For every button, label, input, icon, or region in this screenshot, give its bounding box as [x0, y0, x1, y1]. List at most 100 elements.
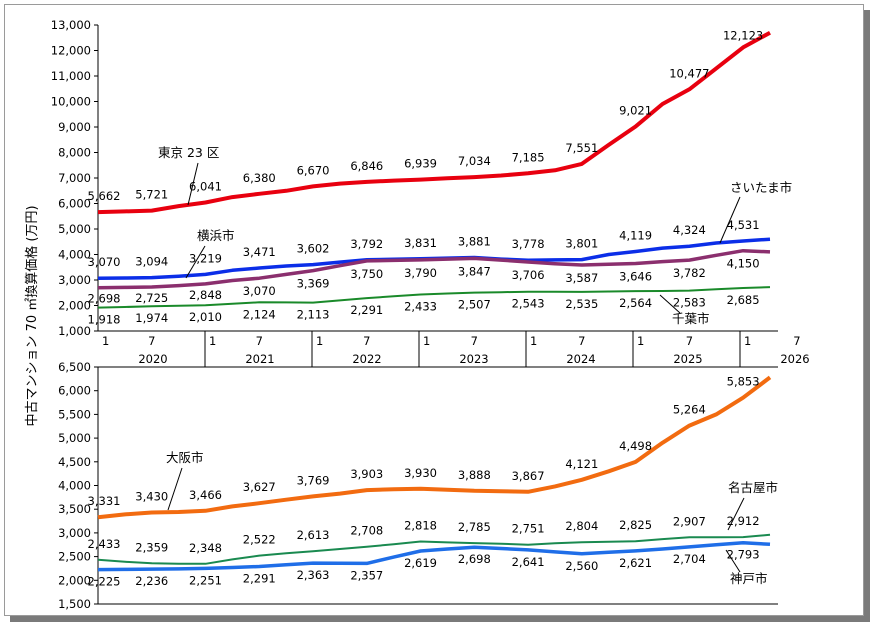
data-label: 3,867 — [512, 469, 545, 483]
y-tick-label: 3,500 — [58, 502, 91, 516]
data-label: 6,380 — [243, 171, 276, 185]
y-tick-label: 1,500 — [58, 597, 91, 611]
series-line — [97, 30, 771, 215]
data-label: 2,433 — [404, 299, 437, 313]
data-label: 2,685 — [727, 293, 760, 307]
x-month-tick: 1 — [316, 334, 323, 348]
data-label: 2,560 — [565, 559, 598, 573]
data-label: 2,291 — [350, 303, 383, 317]
data-label: 2,010 — [189, 310, 222, 324]
data-label: 3,831 — [404, 236, 437, 250]
data-label: 2,291 — [243, 572, 276, 586]
x-month-tick: 1 — [423, 334, 430, 348]
x-month-tick: 7 — [578, 334, 585, 348]
series-line — [97, 533, 771, 565]
series-line — [97, 375, 772, 520]
data-label: 3,792 — [350, 237, 383, 251]
data-label: 3,769 — [297, 473, 330, 487]
data-label: 3,471 — [243, 245, 276, 259]
series-leader-line — [719, 196, 741, 244]
data-label: 12,123 — [723, 28, 763, 42]
data-label: 3,847 — [458, 264, 491, 278]
data-label: 2,619 — [404, 556, 437, 570]
data-label: 4,531 — [727, 218, 760, 232]
series-name-label: 千葉市 — [672, 311, 710, 326]
data-label: 5,853 — [727, 375, 760, 389]
data-label: 3,219 — [189, 251, 222, 265]
data-label: 3,602 — [297, 242, 330, 256]
data-label: 2,641 — [512, 555, 545, 569]
data-label: 3,782 — [673, 266, 706, 280]
data-label: 2,907 — [673, 514, 706, 528]
data-label: 2,225 — [88, 575, 121, 589]
data-label: 2,564 — [619, 296, 652, 310]
y-tick-label: 3,000 — [58, 273, 91, 287]
data-label: 4,150 — [727, 257, 760, 271]
data-label: 4,121 — [565, 457, 598, 471]
data-label: 5,264 — [673, 403, 706, 417]
y-tick-label: 6,000 — [58, 197, 91, 211]
data-label: 3,070 — [243, 284, 276, 298]
data-label: 4,119 — [619, 228, 652, 242]
x-month-tick: 1 — [637, 334, 644, 348]
series-leader-line — [659, 294, 681, 314]
data-label: 3,750 — [350, 267, 383, 281]
x-year-label: 2025 — [673, 352, 702, 366]
x-month-tick: 7 — [686, 334, 693, 348]
y-tick-label: 2,000 — [58, 573, 91, 587]
data-label: 3,331 — [88, 494, 121, 508]
series-leader-line — [725, 549, 741, 573]
y-tick-label: 8,000 — [58, 146, 91, 160]
y-tick-label: 4,000 — [58, 248, 91, 262]
series-name-label: 名古屋市 — [728, 480, 778, 495]
data-label: 3,627 — [243, 480, 276, 494]
data-label: 3,706 — [512, 268, 545, 282]
data-label: 2,507 — [458, 298, 491, 312]
data-label: 3,801 — [565, 237, 598, 251]
data-label: 2,621 — [619, 556, 652, 570]
series-leader-line — [187, 162, 199, 206]
y-axis-label: 中古マンション 70 ㎡換算価格 (万円) — [24, 205, 40, 426]
data-label: 2,236 — [135, 574, 168, 588]
data-label: 7,551 — [565, 141, 598, 155]
series-name-label: 神戸市 — [730, 571, 768, 586]
data-label: 3,369 — [297, 277, 330, 291]
data-label: 6,939 — [404, 157, 437, 171]
x-month-tick: 7 — [256, 334, 263, 348]
y-tick-label: 13,000 — [51, 18, 91, 32]
series-name-label: 東京 23 区 — [158, 145, 219, 160]
series-leader-line — [167, 467, 183, 511]
data-label: 2,818 — [404, 519, 437, 533]
series-name-label: さいたま市 — [730, 180, 792, 195]
y-tick-label: 6,500 — [58, 360, 91, 374]
data-label: 7,034 — [458, 154, 491, 168]
data-label: 4,498 — [619, 439, 652, 453]
data-label: 3,430 — [135, 490, 168, 504]
data-label: 6,670 — [297, 163, 330, 177]
y-tick-label: 3,000 — [58, 526, 91, 540]
y-tick-label: 2,000 — [58, 299, 91, 313]
y-tick-label: 11,000 — [51, 69, 91, 83]
data-label: 2,912 — [727, 514, 760, 528]
y-tick-label: 10,000 — [51, 95, 91, 109]
series-name-label: 横浜市 — [197, 228, 235, 243]
series-line — [97, 286, 771, 309]
data-label: 2,251 — [189, 573, 222, 587]
y-tick-label: 9,000 — [58, 120, 91, 134]
data-label: 10,477 — [669, 66, 709, 80]
data-label: 3,790 — [404, 266, 437, 280]
data-label: 2,785 — [458, 520, 491, 534]
y-tick-label: 7,000 — [58, 171, 91, 185]
data-label: 2,613 — [297, 528, 330, 542]
data-label: 2,522 — [243, 533, 276, 547]
data-label: 2,433 — [88, 537, 121, 551]
data-label: 2,708 — [350, 524, 383, 538]
data-label: 3,903 — [350, 467, 383, 481]
data-label: 3,881 — [458, 235, 491, 249]
data-label: 2,698 — [88, 292, 121, 306]
x-month-tick: 7 — [148, 334, 155, 348]
data-label: 2,704 — [673, 552, 706, 566]
data-label: 3,888 — [458, 468, 491, 482]
x-month-tick: 7 — [363, 334, 370, 348]
